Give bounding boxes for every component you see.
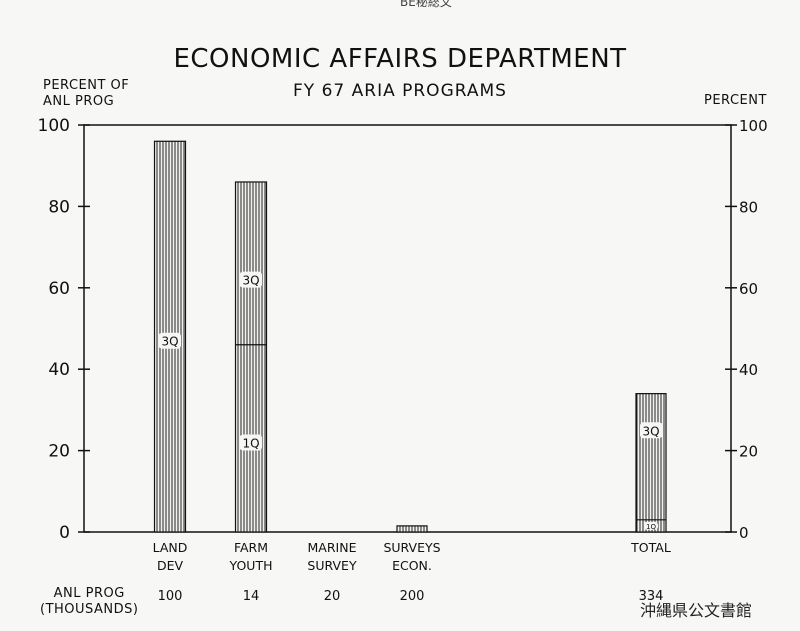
chart-title: ECONOMIC AFFAIRS DEPARTMENT: [173, 44, 627, 74]
y-axis-label-left: PERCENT OF ANL PROG: [43, 78, 129, 110]
category-label: SURVEYS: [383, 540, 440, 555]
y-tick-label-right: 60: [739, 280, 758, 298]
y-axis-label-left-line2: ANL PROG: [43, 94, 115, 109]
anl-prog-value: 14: [243, 589, 260, 604]
category-label: LAND: [153, 540, 188, 555]
category-label: ECON.: [392, 558, 432, 573]
y-tick-label-right: 20: [739, 443, 758, 461]
category-labels: LAND DEV FARM YOUTH MARINE SURVEY SURVEYS ECON.…: [153, 540, 671, 573]
chart-subtitle: FY 67 ARIA PROGRAMS: [293, 81, 507, 101]
y-tick-label-right: 80: [739, 198, 758, 216]
y-tick-label-left: 60: [48, 279, 70, 299]
segment-label: 1Q: [242, 436, 259, 450]
segment-label-bg: [159, 332, 181, 349]
anl-prog-label-line1: ANL PROG: [53, 586, 125, 601]
bar: [396, 525, 428, 533]
anl-prog-value: 200: [400, 589, 425, 604]
y-tick-label-right: 0: [739, 524, 749, 542]
anl-prog-value: 20: [324, 589, 341, 604]
anl-prog-value: 334: [639, 589, 664, 604]
segment-label-bg: [240, 434, 262, 451]
segment-label: 1Q: [646, 523, 656, 531]
category-label: YOUTH: [229, 558, 273, 573]
archive-watermark: 沖縄県公文書館: [640, 601, 753, 620]
y-axis-left: 0 20 40 60 80 100: [38, 116, 90, 543]
anl-prog-label-line2: (THOUSANDS): [40, 602, 139, 617]
segment-label-bg: [240, 271, 262, 288]
anl-prog-label: ANL PROG (THOUSANDS): [40, 586, 138, 618]
segment-label-bg: [644, 521, 658, 530]
bar: [635, 393, 667, 533]
y-tick-label-left: 40: [48, 360, 70, 380]
bar: [234, 181, 268, 533]
y-tick-label-right: 40: [739, 361, 758, 379]
anl-prog-value: 100: [158, 589, 183, 604]
category-label: MARINE: [308, 540, 357, 555]
segment-label: 3Q: [161, 335, 178, 349]
anl-prog-values: 100 14 20 200 334: [158, 589, 664, 604]
segment-label-bg: [640, 422, 662, 439]
category-label: TOTAL: [630, 540, 671, 555]
y-axis-label-right: PERCENT: [704, 93, 767, 108]
y-axis-label-left-line1: PERCENT OF: [43, 78, 130, 93]
category-label: SURVEY: [307, 558, 357, 573]
header-text: BE秘総文: [400, 0, 452, 9]
y-tick-label-left: 0: [59, 523, 70, 543]
bars: 3Q 3Q 1Q 3Q 1Q: [153, 140, 667, 533]
category-label: DEV: [157, 558, 184, 573]
y-axis-right: 0 20 40 60 80 100: [725, 117, 768, 542]
segment-label: 3Q: [242, 274, 259, 288]
category-label: FARM: [234, 540, 268, 555]
segment-label: 3Q: [642, 424, 659, 438]
y-tick-label-left: 20: [48, 442, 70, 462]
y-tick-label-left: 80: [48, 197, 70, 217]
y-tick-label-left: 100: [38, 116, 70, 136]
y-tick-label-right: 100: [739, 117, 768, 135]
